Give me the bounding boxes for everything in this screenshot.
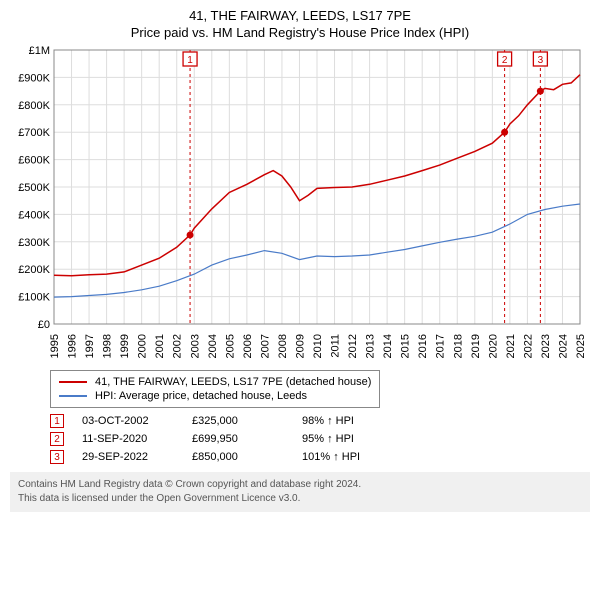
sale-row: 3 29-SEP-2022£850,000101% ↑ HPI (10, 448, 590, 466)
svg-text:£100K: £100K (18, 292, 50, 304)
title-address: 41, THE FAIRWAY, LEEDS, LS17 7PE (10, 8, 590, 23)
svg-text:£500K: £500K (18, 182, 50, 194)
legend-swatch (59, 395, 87, 397)
svg-text:£400K: £400K (18, 209, 50, 221)
sale-date: 11-SEP-2020 (82, 433, 192, 445)
sale-marker: 1 (50, 414, 64, 428)
sale-pct: 95% ↑ HPI (302, 433, 392, 445)
svg-text:2025: 2025 (575, 334, 587, 358)
sale-marker: 2 (50, 432, 64, 446)
svg-text:1997: 1997 (84, 334, 96, 358)
svg-text:2005: 2005 (224, 334, 236, 358)
svg-text:3: 3 (538, 55, 544, 66)
svg-text:2007: 2007 (259, 334, 271, 358)
svg-text:£300K: £300K (18, 237, 50, 249)
svg-text:£700K: £700K (18, 127, 50, 139)
sales-list: 1 03-OCT-2002£325,00098% ↑ HPI 2 11-SEP-202… (10, 412, 590, 466)
svg-text:£1M: £1M (29, 45, 50, 57)
svg-text:£200K: £200K (18, 264, 50, 276)
sale-pct: 101% ↑ HPI (302, 451, 392, 463)
svg-text:2018: 2018 (452, 334, 464, 358)
svg-text:2013: 2013 (365, 334, 377, 358)
chart-svg: £0 £100K £200K £300K £400K £500K £600K £700K £80… (10, 44, 590, 364)
sale-price: £325,000 (192, 415, 302, 427)
svg-text:2011: 2011 (330, 334, 342, 358)
svg-text:£0: £0 (38, 319, 50, 331)
svg-text:2008: 2008 (277, 334, 289, 358)
svg-text:2001: 2001 (154, 334, 166, 358)
footer-line2: This data is licensed under the Open Gov… (18, 492, 582, 506)
svg-text:1999: 1999 (119, 334, 131, 358)
svg-text:2016: 2016 (417, 334, 429, 358)
legend: 41, THE FAIRWAY, LEEDS, LS17 7PE (detach… (50, 370, 380, 408)
svg-text:2023: 2023 (540, 334, 552, 358)
price-chart: £0 £100K £200K £300K £400K £500K £600K £700K £80… (10, 44, 590, 364)
svg-text:2017: 2017 (435, 334, 447, 358)
footer-line1: Contains HM Land Registry data © Crown c… (18, 478, 582, 492)
svg-text:2003: 2003 (189, 334, 201, 358)
sale-marker: 3 (50, 450, 64, 464)
legend-label: HPI: Average price, detached house, Leed… (95, 390, 307, 402)
svg-text:£600K: £600K (18, 155, 50, 167)
svg-text:2024: 2024 (557, 334, 569, 358)
svg-text:1998: 1998 (102, 334, 114, 358)
svg-text:2020: 2020 (487, 334, 499, 358)
svg-text:2015: 2015 (400, 334, 412, 358)
svg-text:2009: 2009 (294, 334, 306, 358)
sale-price: £699,950 (192, 433, 302, 445)
svg-text:2004: 2004 (207, 334, 219, 358)
footer-attribution: Contains HM Land Registry data © Crown c… (10, 472, 590, 512)
svg-text:2010: 2010 (312, 334, 324, 358)
svg-text:2014: 2014 (382, 334, 394, 358)
svg-text:2019: 2019 (470, 334, 482, 358)
svg-text:2: 2 (502, 55, 508, 66)
sale-date: 03-OCT-2002 (82, 415, 192, 427)
svg-text:2002: 2002 (172, 334, 184, 358)
svg-text:1: 1 (187, 55, 193, 66)
legend-item: HPI: Average price, detached house, Leed… (59, 389, 371, 403)
sale-row: 1 03-OCT-2002£325,00098% ↑ HPI (10, 412, 590, 430)
svg-text:2012: 2012 (347, 334, 359, 358)
legend-swatch (59, 381, 87, 383)
sale-row: 2 11-SEP-2020£699,95095% ↑ HPI (10, 430, 590, 448)
svg-text:2021: 2021 (505, 334, 517, 358)
sale-pct: 98% ↑ HPI (302, 415, 392, 427)
legend-label: 41, THE FAIRWAY, LEEDS, LS17 7PE (detach… (95, 376, 371, 388)
svg-text:1996: 1996 (67, 334, 79, 358)
sale-date: 29-SEP-2022 (82, 451, 192, 463)
svg-text:2022: 2022 (522, 334, 534, 358)
svg-text:1995: 1995 (49, 334, 61, 358)
title-subtitle: Price paid vs. HM Land Registry's House … (10, 25, 590, 40)
legend-item: 41, THE FAIRWAY, LEEDS, LS17 7PE (detach… (59, 375, 371, 389)
svg-text:2000: 2000 (137, 334, 149, 358)
svg-text:2006: 2006 (242, 334, 254, 358)
svg-text:£900K: £900K (18, 72, 50, 84)
svg-text:£800K: £800K (18, 100, 50, 112)
sale-price: £850,000 (192, 451, 302, 463)
